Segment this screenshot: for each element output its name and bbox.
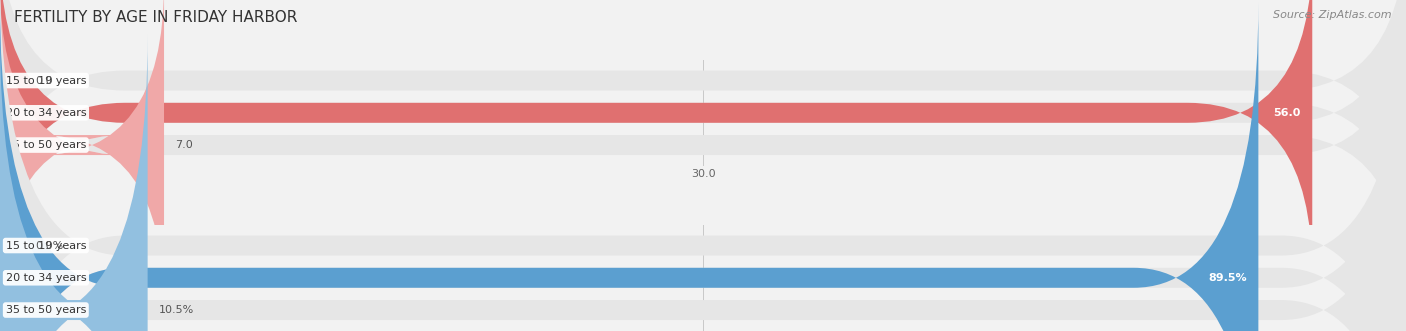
FancyBboxPatch shape: [0, 0, 165, 307]
Text: 0.0%: 0.0%: [35, 241, 63, 251]
Text: 0.0: 0.0: [35, 75, 53, 85]
Text: 89.5%: 89.5%: [1209, 273, 1247, 283]
FancyBboxPatch shape: [0, 0, 1406, 307]
FancyBboxPatch shape: [0, 236, 25, 256]
FancyBboxPatch shape: [0, 0, 1406, 274]
FancyBboxPatch shape: [0, 0, 1406, 242]
FancyBboxPatch shape: [0, 34, 148, 331]
FancyBboxPatch shape: [0, 71, 25, 91]
Text: 10.5%: 10.5%: [159, 305, 194, 315]
Text: 20 to 34 years: 20 to 34 years: [6, 273, 86, 283]
Text: 35 to 50 years: 35 to 50 years: [6, 305, 86, 315]
FancyBboxPatch shape: [0, 0, 1312, 274]
FancyBboxPatch shape: [0, 34, 1406, 331]
FancyBboxPatch shape: [0, 2, 1258, 331]
Text: 56.0: 56.0: [1274, 108, 1301, 118]
Text: FERTILITY BY AGE IN FRIDAY HARBOR: FERTILITY BY AGE IN FRIDAY HARBOR: [14, 10, 298, 25]
Text: 35 to 50 years: 35 to 50 years: [6, 140, 86, 150]
Text: 7.0: 7.0: [176, 140, 193, 150]
Text: Source: ZipAtlas.com: Source: ZipAtlas.com: [1274, 10, 1392, 20]
Text: 20 to 34 years: 20 to 34 years: [6, 108, 86, 118]
Text: 15 to 19 years: 15 to 19 years: [6, 75, 86, 85]
Text: 15 to 19 years: 15 to 19 years: [6, 241, 86, 251]
